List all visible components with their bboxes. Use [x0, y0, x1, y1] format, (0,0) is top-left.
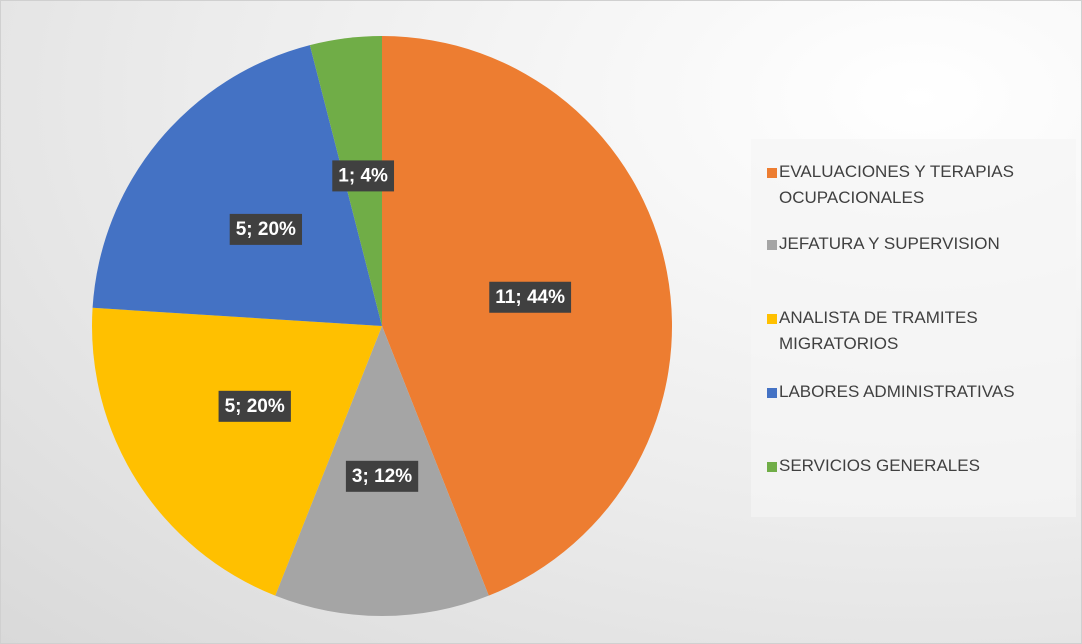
legend-swatch	[767, 168, 777, 178]
data-label-box	[218, 390, 291, 422]
data-label-box	[489, 281, 572, 313]
legend-swatch	[767, 240, 777, 250]
data-label-box	[345, 460, 419, 492]
data-label: 5; 20%	[218, 390, 291, 422]
legend-label: LABORES ADMINISTRATIVAS	[779, 382, 1015, 401]
legend-label: SERVICIOS GENERALES	[779, 456, 980, 475]
legend-item: JEFATURA Y SUPERVISION	[767, 231, 1069, 257]
data-label: 11; 44%	[489, 281, 572, 313]
legend-label: ANALISTA DE TRAMITES MIGRATORIOS	[779, 308, 978, 353]
data-label: 1; 4%	[332, 160, 395, 192]
legend-label: EVALUACIONES Y TERAPIAS OCUPACIONALES	[779, 162, 1014, 207]
data-label: 3; 12%	[345, 460, 419, 492]
legend-item: SERVICIOS GENERALES	[767, 453, 1069, 479]
legend-swatch	[767, 462, 777, 472]
legend-swatch	[767, 388, 777, 398]
data-label-text: 3; 12%	[352, 466, 412, 487]
data-label-text: 5; 20%	[236, 219, 296, 240]
legend-item: ANALISTA DE TRAMITES MIGRATORIOS	[767, 305, 1069, 357]
data-label-text: 5; 20%	[225, 396, 285, 417]
pie-slice	[91, 307, 382, 596]
legend: EVALUACIONES Y TERAPIAS OCUPACIONALES JEF…	[751, 139, 1076, 517]
legend-item: EVALUACIONES Y TERAPIAS OCUPACIONALES	[767, 159, 1069, 211]
legend-item: LABORES ADMINISTRATIVAS	[767, 379, 1069, 405]
pie-slice	[92, 45, 382, 327]
data-label-box	[332, 160, 395, 192]
pie-slice	[382, 36, 673, 596]
legend-swatch	[767, 314, 777, 324]
legend-label: JEFATURA Y SUPERVISION	[779, 234, 1000, 253]
data-label-text: 1; 4%	[338, 165, 388, 186]
data-label: 5; 20%	[229, 213, 303, 245]
data-label-box	[229, 213, 303, 245]
data-label-text: 11; 44%	[495, 287, 565, 308]
